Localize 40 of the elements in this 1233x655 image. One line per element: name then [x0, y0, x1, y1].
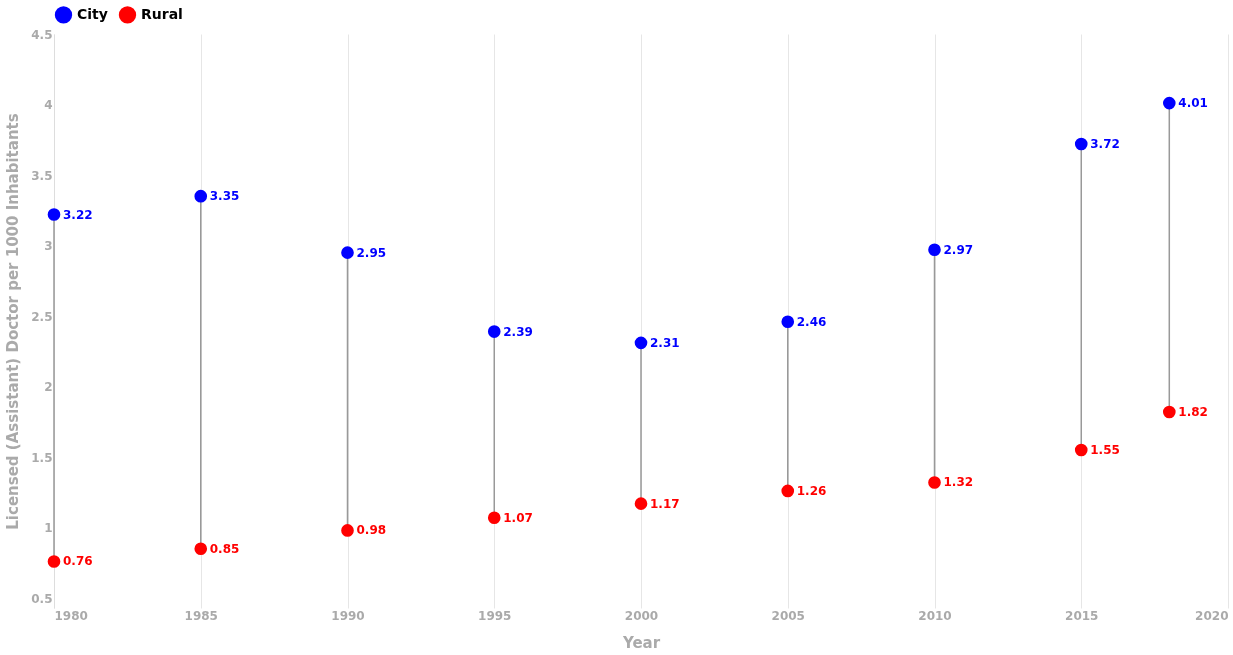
- legend-label: Rural: [141, 5, 183, 22]
- x-axis-title: Year: [621, 633, 661, 652]
- data-label: 1.55: [1090, 443, 1120, 458]
- x-tick-label: 1990: [331, 608, 365, 623]
- x-tick-label: 2000: [624, 608, 659, 623]
- data-label: 0.76: [63, 554, 93, 569]
- data-label: 0.85: [209, 541, 240, 556]
- data-label: 2.95: [356, 245, 387, 260]
- data-label: 2.97: [943, 242, 974, 257]
- data-label: 1.26: [796, 483, 827, 498]
- x-tick-label: 1995: [478, 608, 512, 623]
- y-axis-title: Licensed (Assistant) Doctor per 1000 Inhabitants: [4, 113, 23, 530]
- x-tick-label: 2005: [771, 608, 805, 623]
- data-label: 4.01: [1178, 96, 1208, 111]
- legend-label: City: [77, 5, 108, 22]
- data-label: 3.72: [1090, 137, 1120, 151]
- data-label: 1.32: [943, 475, 974, 490]
- x-tick-label: 2020: [1195, 608, 1229, 623]
- data-label: 3.22: [63, 207, 93, 222]
- data-label: 2.39: [503, 324, 533, 339]
- y-tick-label: 1.5: [31, 450, 53, 465]
- y-tick-label: 4: [44, 98, 53, 113]
- data-label: 0.98: [356, 523, 387, 538]
- data-label: 1.07: [503, 510, 533, 525]
- y-tick-label: 4.5: [31, 27, 53, 42]
- data-label: 1.82: [1178, 404, 1208, 419]
- y-tick-label: 2.5: [31, 309, 53, 324]
- x-tick-label: 2015: [1065, 608, 1099, 623]
- data-label: 2.31: [650, 335, 680, 350]
- x-tick-label: 1980: [54, 608, 88, 623]
- y-tick-label: 3: [44, 239, 53, 254]
- y-tick-label: 1: [44, 521, 53, 536]
- x-tick-label: 2010: [918, 608, 952, 623]
- y-tick-label: 0.5: [31, 591, 53, 606]
- y-tick-label: 3.5: [31, 168, 53, 183]
- x-tick-label: 1985: [184, 608, 218, 623]
- data-label: 3.35: [209, 189, 240, 204]
- data-label: 2.46: [796, 314, 827, 329]
- y-tick-label: 2: [44, 380, 53, 395]
- data-label: 1.17: [650, 496, 680, 511]
